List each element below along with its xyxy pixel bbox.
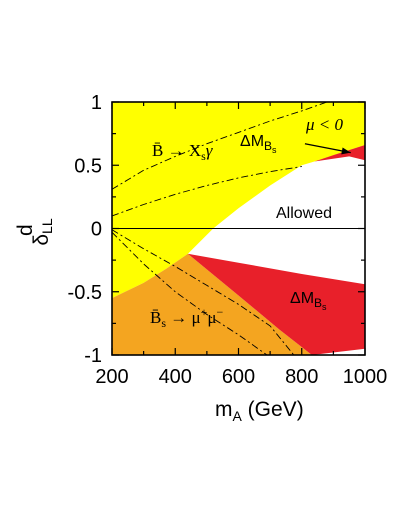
tick-marks <box>111 101 366 356</box>
y-tick-labels: 1 0.5 0 -0.5 -1 <box>68 92 102 367</box>
region-dmbs-excluded-lower <box>187 253 365 355</box>
region-bsmumu-excluded <box>112 253 312 355</box>
y-tick-label: 1 <box>91 92 102 114</box>
x-tick-label: 400 <box>159 366 192 388</box>
y-tick-label: 0.5 <box>74 155 102 177</box>
annotation-mu-negative: μ < 0 <box>305 115 344 134</box>
x-tick-label: 1000 <box>343 366 388 388</box>
x-tick-label: 800 <box>285 366 318 388</box>
x-axis-label: mA (GeV) <box>215 398 304 424</box>
y-tick-label: 0 <box>91 219 102 241</box>
region-dmbs-excluded-upper <box>314 145 365 162</box>
annotation-dmbs-top: ΔMBs <box>240 133 277 155</box>
dashed-curve-mumu-dashed-upper <box>111 229 295 356</box>
y-tick-label: -1 <box>84 345 102 367</box>
y-tick-label: -0.5 <box>68 282 102 304</box>
y-axis-label-delta: δ <box>30 234 53 246</box>
annotation-dmbs-bottom: ΔMBs <box>290 290 327 312</box>
x-tick-labels: 200 400 600 800 1000 <box>95 366 387 388</box>
dashed-curve-bsgamma-dashed-lower <box>111 166 302 217</box>
annotation-allowed: Allowed <box>276 205 332 222</box>
x-tick-label: 200 <box>95 366 128 388</box>
svg-text:δLL: δLL <box>30 218 55 245</box>
mu-arrowhead <box>341 147 351 155</box>
region-bsgamma-excluded <box>112 102 365 299</box>
y-axis-label-sub: LL <box>39 218 55 234</box>
dashed-curve-bsgamma-dashed-upper <box>111 101 328 190</box>
dashed-curve-mumu-dashed-lower <box>111 231 268 356</box>
x-tick-label: 600 <box>222 366 255 388</box>
y-axis-label: δLL d <box>14 218 55 245</box>
dashed-curves <box>111 101 328 356</box>
y-axis-label-sup: d <box>14 224 37 236</box>
annotation-bsmumu: B̄s → μ+μ− <box>150 305 224 330</box>
annotation-bsgamma: B̄ → Xsγ <box>152 141 214 163</box>
